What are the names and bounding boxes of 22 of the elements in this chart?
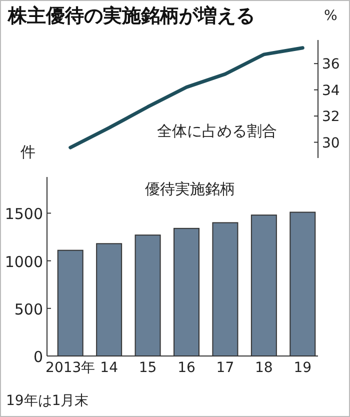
y-tick-label: 30	[322, 135, 340, 152]
y-tick-label: 0	[33, 348, 43, 366]
y-tick-label: 32	[322, 109, 340, 126]
x-tick-label: 18	[255, 360, 273, 376]
x-tick-label: 17	[216, 360, 234, 376]
series-label: 優待実施銘柄	[145, 180, 235, 198]
chart-title: 株主優待の実施銘柄が増える	[7, 5, 255, 27]
y-tick-label: 1000	[4, 252, 43, 271]
y-tick-label: 36	[322, 56, 340, 73]
x-tick-label: 15	[138, 360, 157, 376]
series-label: 全体に占める割合	[157, 122, 277, 140]
x-tick-label: 2013年	[46, 360, 96, 376]
text: 19年は1月末	[6, 393, 89, 409]
y-tick-label: 500	[14, 300, 43, 318]
y-tick-label: 1500	[4, 205, 43, 224]
x-tick-label: 19	[294, 360, 312, 376]
x-tick-label: 16	[178, 360, 196, 376]
y-axis-title: 件	[20, 143, 36, 161]
x-tick-label: 14	[100, 360, 118, 376]
y-axis-title: %	[324, 8, 338, 24]
line-series	[68, 46, 304, 150]
y-tick-label: 34	[322, 82, 340, 99]
